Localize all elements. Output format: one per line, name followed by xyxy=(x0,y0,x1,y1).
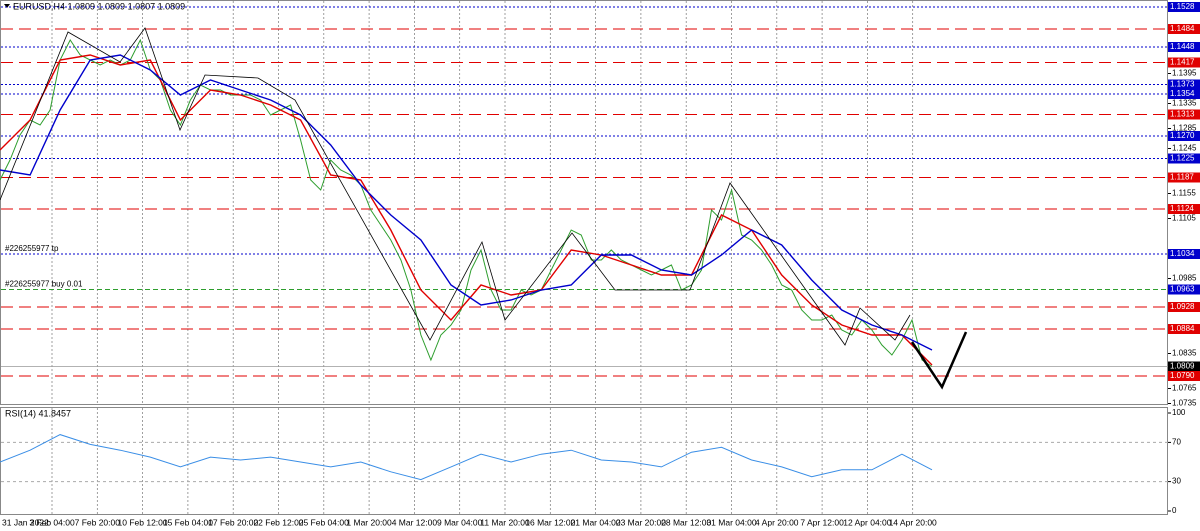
x-tick-label: 25 Feb 04:00 xyxy=(299,517,349,527)
x-tick-label: 31 Mar 04:00 xyxy=(706,517,756,527)
y-tick-label: 1.1335 xyxy=(1172,99,1197,108)
level-label: 1.1373 xyxy=(1170,80,1195,89)
x-tick-label: 22 Feb 12:00 xyxy=(253,517,303,527)
level-label: 1.1034 xyxy=(1170,249,1195,258)
level-label-box xyxy=(1168,302,1200,312)
y-tick-label: 1.1155 xyxy=(1172,189,1196,198)
level-label-box xyxy=(1168,131,1200,141)
y-tick-label: 1.0985 xyxy=(1172,274,1197,283)
level-label: 1.1225 xyxy=(1170,154,1195,163)
level-label: 1.0790 xyxy=(1170,371,1195,380)
level-label-box xyxy=(1168,89,1200,99)
rsi-panel xyxy=(0,407,1168,515)
projection xyxy=(910,331,968,390)
zigzag xyxy=(0,27,911,346)
level-label: 1.1528 xyxy=(1170,2,1195,11)
x-tick-label: 7 Feb 20:00 xyxy=(75,517,121,527)
x-tick-label: 1 Mar 20:00 xyxy=(346,517,392,527)
level-label: 1.0928 xyxy=(1170,302,1195,311)
y-tick-label: 1.0765 xyxy=(1172,384,1197,393)
x-tick-label: 15 Feb 04:00 xyxy=(163,517,213,527)
level-label-box xyxy=(1168,204,1200,214)
level-label: 1.0963 xyxy=(1170,285,1195,294)
order-label: #226255977 tp xyxy=(5,244,59,253)
x-tick-label: 10 Feb 12:00 xyxy=(118,517,168,527)
x-tick-label: 4 Apr 20:00 xyxy=(755,517,799,527)
y-tick-label: 1.1285 xyxy=(1172,124,1197,133)
y-tick-label: 70 xyxy=(1172,438,1181,447)
level-label-box xyxy=(1168,24,1200,34)
moving-average xyxy=(0,54,933,351)
level-label-box xyxy=(1168,153,1200,164)
level-label-box xyxy=(1168,1,1200,12)
x-tick-label: 3 Feb 04:00 xyxy=(29,517,75,527)
x-tick-label: 21 Mar 04:00 xyxy=(571,517,621,527)
x-tick-label: 11 Mar 20:00 xyxy=(480,517,530,527)
level-label: 1.1448 xyxy=(1170,42,1195,51)
x-tick-label: 12 Apr 04:00 xyxy=(843,517,891,527)
level-label: 1.1484 xyxy=(1170,24,1195,33)
chart-title: EURUSD,H4 1.0809 1.0809 1.0807 1.0809 xyxy=(13,1,185,11)
y-tick-label: 1.1105 xyxy=(1172,214,1196,223)
level-label: 1.1124 xyxy=(1170,204,1194,213)
level-label-box xyxy=(1168,284,1200,295)
y-tick-label: 100 xyxy=(1172,408,1186,417)
level-label-box xyxy=(1168,371,1200,381)
x-tick-label: 31 Jan 2022 xyxy=(2,517,49,527)
level-label: 1.1313 xyxy=(1170,110,1195,119)
level-label: 1.1354 xyxy=(1170,89,1195,98)
level-label: 1.0884 xyxy=(1170,324,1195,333)
x-tick-label: 9 Mar 04:00 xyxy=(437,517,483,527)
x-tick-label: 17 Feb 20:00 xyxy=(208,517,258,527)
y-tick-label: 1.0735 xyxy=(1172,399,1197,408)
level-label-box xyxy=(1168,361,1200,372)
x-tick-label: 7 Apr 12:00 xyxy=(800,517,844,527)
y-tick-label: 1.0835 xyxy=(1172,349,1197,358)
y-tick-label: 0 xyxy=(1172,506,1177,515)
rsi-title: RSI(14) 41.8457 xyxy=(5,408,71,418)
main-panel xyxy=(0,0,1168,405)
y-tick-label: 1.1395 xyxy=(1172,69,1197,78)
level-label-box xyxy=(1168,249,1200,259)
level-label-box xyxy=(1168,324,1200,334)
price-line xyxy=(0,434,933,481)
x-tick-label: 16 Mar 12:00 xyxy=(525,517,575,527)
level-label: 1.1187 xyxy=(1170,173,1194,182)
x-tick-label: 28 Mar 12:00 xyxy=(661,517,711,527)
level-label-box xyxy=(1168,172,1200,183)
order-label: #226255977 buy 0.01 xyxy=(5,280,83,289)
moving-average xyxy=(0,54,933,366)
y-tick-label: 1.1245 xyxy=(1172,144,1197,153)
level-label: 1.1417 xyxy=(1170,58,1195,67)
menu-arrow xyxy=(4,4,10,8)
y-tick-label: 30 xyxy=(1172,477,1181,486)
level-label-box xyxy=(1168,109,1200,120)
level-label-box xyxy=(1168,79,1200,90)
x-tick-label: 4 Mar 12:00 xyxy=(392,517,438,527)
level-label: 1.0809 xyxy=(1170,362,1195,371)
x-tick-label: 23 Mar 20:00 xyxy=(616,517,666,527)
level-label-box xyxy=(1168,42,1200,52)
level-label: 1.1270 xyxy=(1170,131,1195,140)
level-label-box xyxy=(1168,57,1200,68)
x-tick-label: 14 Apr 20:00 xyxy=(889,517,937,527)
